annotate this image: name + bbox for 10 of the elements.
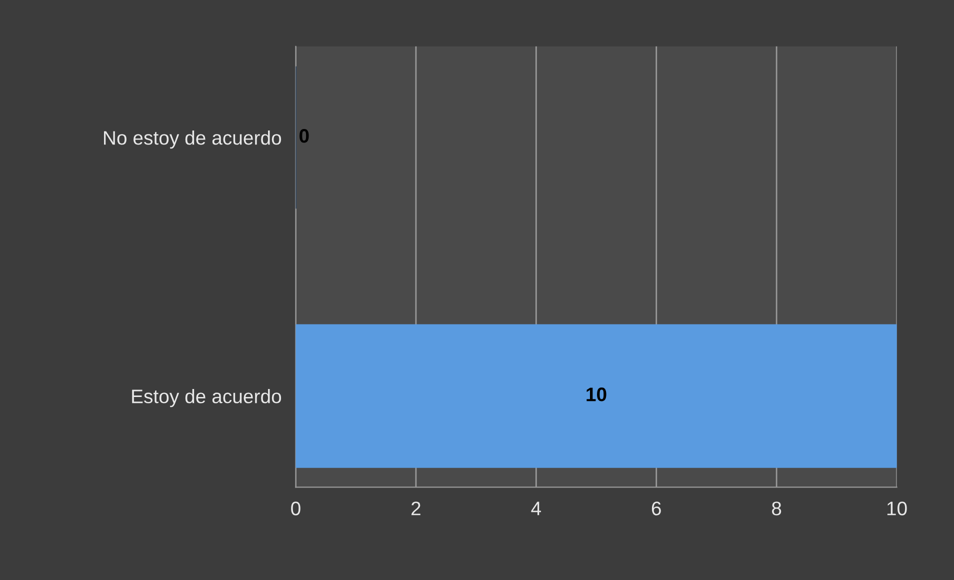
x-tick-label: 8: [772, 502, 782, 516]
data-label: 0: [300, 128, 309, 143]
y-tick-label: No estoy de acuerdo: [104, 130, 282, 149]
y-tick-label: Estoy de acuerdo: [132, 389, 282, 408]
x-tick-label: 2: [412, 502, 420, 516]
x-tick-label: 0: [291, 502, 300, 516]
x-tick-label: 10: [887, 502, 907, 516]
data-label: 10: [586, 388, 606, 402]
x-tick-label: 4: [531, 502, 541, 516]
x-tick-label: 6: [652, 502, 661, 516]
